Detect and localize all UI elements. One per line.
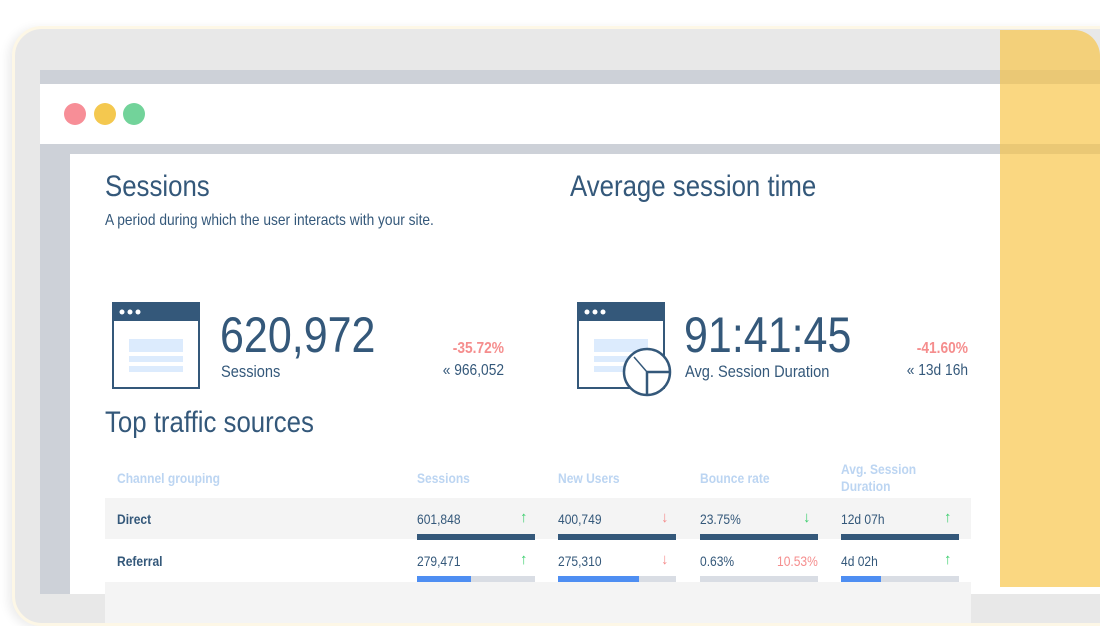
avg-time-value: 91:41:45 [684,307,852,363]
highlight-overlay [1000,30,1100,587]
cell-value: 601,848 [417,511,461,527]
column-header[interactable]: Avg. Session Duration [841,461,917,494]
cell-value: 0.63% [700,553,735,569]
sessions-previous: « 966,052 [442,362,504,379]
table-row[interactable] [105,498,971,539]
browser-window-icon [112,302,200,389]
progress-bar [841,576,959,582]
sessions-subtitle: A period during which the user interacts… [105,212,434,229]
cell-value: 12d 07h [841,511,885,527]
change-value: 10.53% [777,553,818,569]
arrow-up-icon: ↑ [944,509,952,526]
progress-bar [558,576,676,582]
browser-clock-icon [577,302,672,397]
progress-fill [700,534,818,540]
avg-time-title: Average session time [570,170,817,203]
traffic-title: Top traffic sources [105,406,314,439]
arrow-down-icon: ↓ [803,509,811,526]
progress-bar [700,576,818,582]
cell-value: 4d 02h [841,553,878,569]
cell-value: 400,749 [558,511,602,527]
sessions-value: 620,972 [220,307,376,363]
table-row[interactable] [105,582,971,623]
frame-band [40,144,1100,154]
progress-fill [558,576,640,582]
sessions-label: Sessions [221,362,281,381]
channel-name: Referral [117,553,163,569]
arrow-up-icon: ↑ [520,551,528,568]
progress-bar [417,576,535,582]
maximize-window-button[interactable] [123,103,145,125]
column-header[interactable]: Bounce rate [700,470,770,486]
progress-bar [558,534,676,540]
column-header[interactable]: Sessions [417,470,470,486]
progress-fill [841,534,959,540]
arrow-down-icon: ↓ [661,509,669,526]
avg-time-previous: « 13d 16h [906,362,968,379]
progress-fill [558,534,676,540]
avg-time-change: -41.60% [916,340,968,357]
channel-name: Direct [117,511,152,527]
frame-band [40,70,1100,84]
window-titlebar [40,84,1100,144]
arrow-down-icon: ↓ [661,551,669,568]
table-row[interactable] [105,540,971,581]
arrow-up-icon: ↑ [944,551,952,568]
arrow-up-icon: ↑ [520,509,528,526]
cell-value: 23.75% [700,511,741,527]
sessions-previous-value: 966,052 [454,362,504,379]
progress-fill [417,576,472,582]
sessions-title: Sessions [105,170,210,203]
column-header[interactable]: Channel grouping [117,470,220,486]
progress-bar [700,534,818,540]
progress-fill [841,576,882,582]
avg-time-label: Avg. Session Duration [685,362,830,381]
cell-value: 275,310 [558,553,602,569]
column-header[interactable]: New Users [558,470,620,486]
cell-value: 279,471 [417,553,461,569]
minimize-window-button[interactable] [94,103,116,125]
progress-fill [417,534,535,540]
avg-time-previous-value: 13d 16h [918,362,968,379]
progress-bar [841,534,959,540]
close-window-button[interactable] [64,103,86,125]
sessions-change: -35.72% [452,340,504,357]
progress-bar [417,534,535,540]
sidebar-strip [40,154,70,594]
